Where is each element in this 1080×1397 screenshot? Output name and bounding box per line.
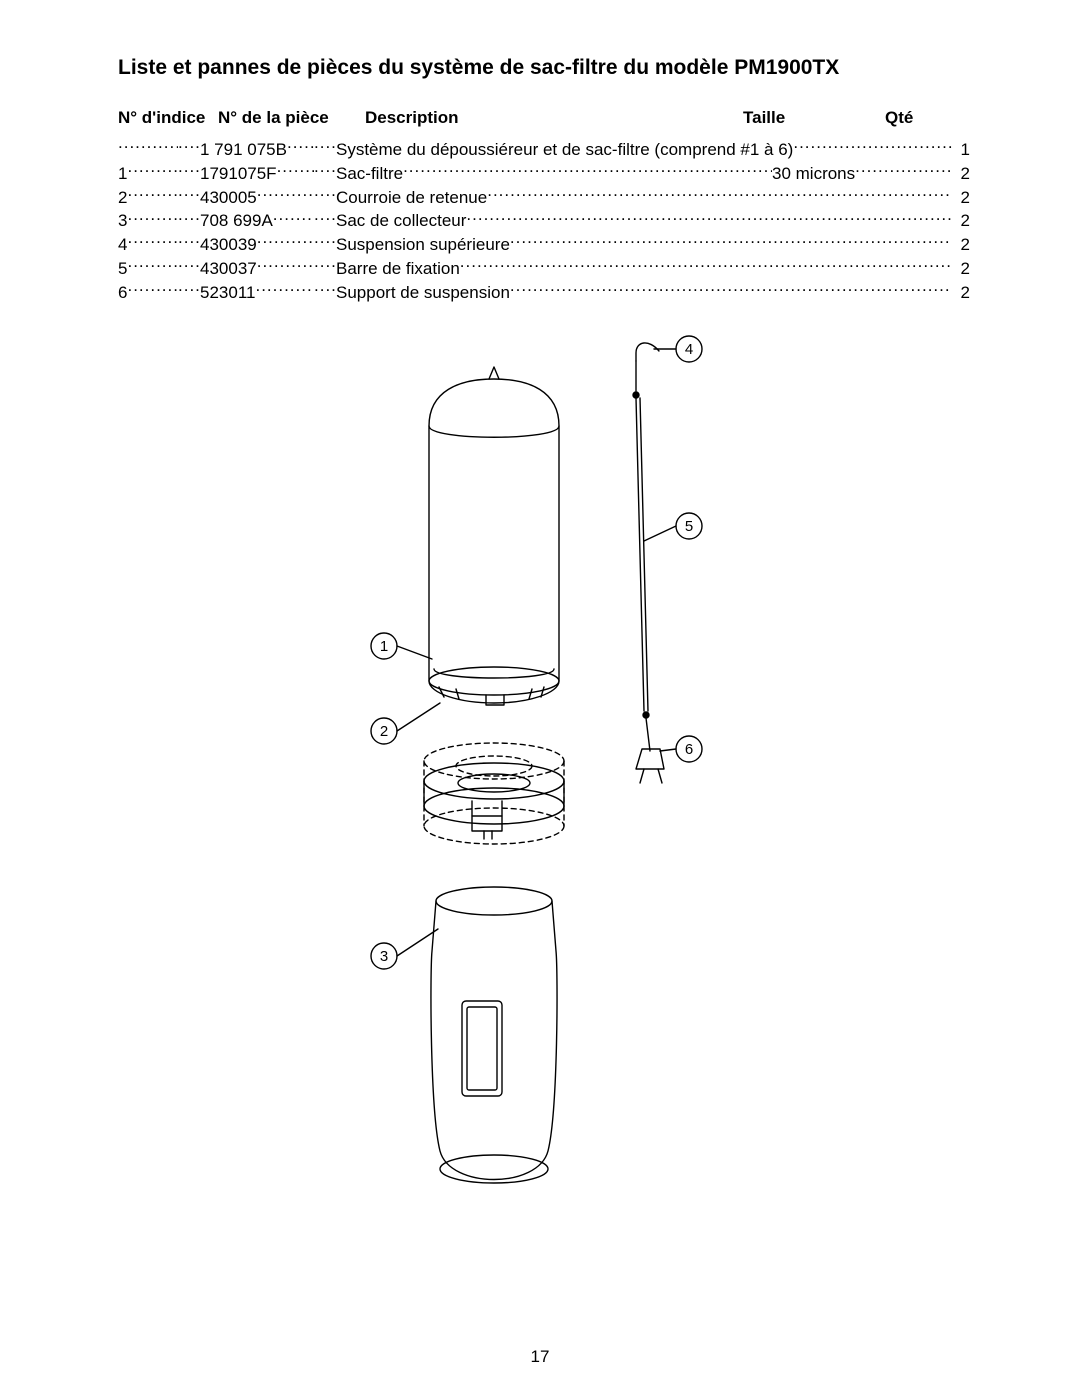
exploded-diagram: 1 2 3 4 5 6 — [118, 331, 970, 1221]
cell-part: 1 791 075B — [200, 138, 287, 162]
cell-desc: Sac de collecteur — [336, 209, 466, 233]
cell-desc: Sac-filtre — [336, 162, 403, 186]
cell-qty: 2 — [952, 209, 970, 233]
cell-index: 3 — [118, 209, 127, 233]
header-size: Taille — [743, 108, 885, 128]
cell-qty: 2 — [952, 257, 970, 281]
page-title: Liste et pannes de pièces du système de … — [118, 56, 970, 80]
callout-3: 3 — [380, 948, 388, 965]
header-qty: Qté — [885, 108, 970, 128]
cell-desc: Courroie de retenue — [336, 186, 487, 210]
cell-index: 2 — [118, 186, 127, 210]
header-desc: Description — [365, 108, 743, 128]
header-part: N° de la pièce — [218, 108, 365, 128]
diagram-svg: 1 2 3 4 5 6 — [344, 331, 744, 1221]
cell-part: 430005 — [200, 186, 257, 210]
table-row: 3 708 699A Sac de collecteur 2 — [118, 209, 970, 233]
cell-desc: Support de suspension — [336, 281, 510, 305]
cell-part: 430039 — [200, 233, 257, 257]
cell-desc: Barre de fixation — [336, 257, 460, 281]
cell-qty: 2 — [952, 162, 970, 186]
table-row: 5 430037 Barre de fixation 2 — [118, 257, 970, 281]
cell-qty: 2 — [952, 233, 970, 257]
callout-4: 4 — [685, 341, 693, 358]
cell-size: 30 microns — [772, 162, 855, 186]
table-row: 6 523011 Support de suspension 2 — [118, 281, 970, 305]
table-header: N° d'indice N° de la pièce Description T… — [118, 108, 970, 128]
page-number: 17 — [0, 1347, 1080, 1367]
cell-part: 1791075F — [200, 162, 277, 186]
cell-qty: 2 — [952, 186, 970, 210]
cell-desc: Système du dépoussiéreur et de sac-filtr… — [336, 138, 793, 162]
cell-part: 523011 — [200, 281, 255, 305]
callout-2: 2 — [380, 723, 388, 740]
cell-index: 4 — [118, 233, 127, 257]
header-index: N° d'indice — [118, 108, 218, 128]
cell-part: 708 699A — [200, 209, 273, 233]
table-row: 2 430005 Courroie de retenue 2 — [118, 186, 970, 210]
cell-part: 430037 — [200, 257, 257, 281]
table-row: 1 791 075B Système du dépoussiéreur et de… — [118, 138, 970, 162]
cell-qty: 2 — [952, 281, 970, 305]
cell-desc: Suspension supérieure — [336, 233, 510, 257]
cell-index: 1 — [118, 162, 127, 186]
table-row: 4 430039 Suspension supérieure 2 — [118, 233, 970, 257]
callout-1: 1 — [380, 638, 388, 655]
callout-5: 5 — [685, 518, 693, 535]
cell-index: 5 — [118, 257, 127, 281]
callout-6: 6 — [685, 741, 693, 758]
parts-table: 1 791 075B Système du dépoussiéreur et de… — [118, 138, 970, 305]
cell-qty: 1 — [952, 138, 970, 162]
table-row: 1 1791075F Sac-filtre 30 microns 2 — [118, 162, 970, 186]
cell-index: 6 — [118, 281, 127, 305]
